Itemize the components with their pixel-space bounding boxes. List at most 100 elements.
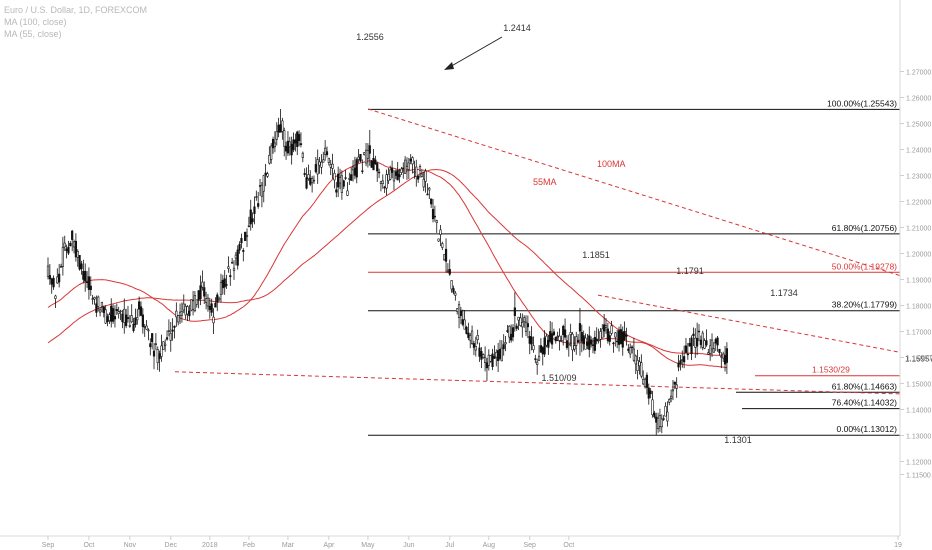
candle-body <box>214 302 217 308</box>
candle <box>340 170 343 200</box>
candle <box>396 161 399 181</box>
candle-body <box>601 328 604 339</box>
candle <box>333 169 336 189</box>
candle-body <box>671 389 675 392</box>
lower-high-trend-line <box>597 294 901 353</box>
candle <box>426 183 429 196</box>
candle-body <box>123 308 126 323</box>
candle <box>472 340 476 356</box>
candle-body <box>437 238 440 242</box>
candle <box>621 326 624 356</box>
candle-body <box>500 347 503 362</box>
candle-body <box>495 351 498 358</box>
candle <box>363 152 366 156</box>
candle-body <box>696 337 699 347</box>
candle-body <box>517 316 520 321</box>
candle-body <box>324 147 327 155</box>
price-annotation: 1.2414 <box>503 23 531 33</box>
candle-body <box>443 254 446 261</box>
candle-body <box>417 175 420 180</box>
candle <box>238 241 241 254</box>
candle-body <box>71 230 74 240</box>
candle <box>322 151 325 163</box>
candle-body <box>722 353 725 359</box>
candle-body <box>385 174 388 189</box>
fib-label: 100.00%(1.25543) <box>827 98 897 108</box>
candle-body <box>247 225 250 227</box>
price-annotation: 1.2556 <box>356 32 384 42</box>
candle-body <box>389 169 392 180</box>
candle-body <box>556 335 559 338</box>
candle-body <box>430 198 433 205</box>
candle-body <box>398 174 401 178</box>
candle <box>497 342 500 373</box>
candle-body <box>396 170 399 181</box>
price-annotation: 1.510/09 <box>541 373 576 383</box>
candle-body <box>121 313 124 323</box>
candle <box>649 388 652 399</box>
candle <box>69 241 72 247</box>
candle <box>651 390 654 418</box>
candle-body <box>69 243 72 247</box>
candle <box>519 313 522 327</box>
candle <box>366 143 370 168</box>
candle-body <box>297 134 301 142</box>
candle <box>59 263 63 268</box>
candle-body <box>537 355 541 361</box>
candle <box>158 350 161 372</box>
x-tick-label: Jun <box>403 542 414 549</box>
candle <box>164 339 167 352</box>
candle <box>588 326 591 358</box>
y-tick-label: 1.12000 <box>906 460 931 467</box>
candle <box>407 157 410 180</box>
candle <box>318 156 321 174</box>
candle-body <box>149 343 152 348</box>
candle-body <box>450 280 453 290</box>
candle-body <box>470 330 474 344</box>
candle <box>162 341 165 350</box>
candle <box>668 398 671 406</box>
candle <box>510 324 513 343</box>
candle-body <box>463 319 466 330</box>
candle <box>119 309 122 321</box>
candle-body <box>125 314 128 327</box>
candle <box>701 330 704 351</box>
candle-body <box>662 418 665 420</box>
candle <box>78 254 81 271</box>
candle-body <box>526 323 529 328</box>
ma55-label: 55MA <box>533 177 557 187</box>
candle-body <box>610 325 613 334</box>
candle <box>662 415 665 422</box>
candle-body <box>333 172 336 181</box>
candle-body <box>361 170 364 172</box>
candle <box>245 228 249 248</box>
candle-body <box>82 270 85 280</box>
annotations: 1.2556 1.2414 1.1851 1.1791 1.1734 1.510/09 1.… <box>356 23 932 445</box>
candle <box>664 402 667 417</box>
candle-body <box>193 295 197 312</box>
candle-body <box>138 301 141 310</box>
candle <box>630 345 634 354</box>
candle <box>169 322 172 352</box>
candle-body <box>236 249 239 266</box>
candle-body <box>158 353 161 360</box>
candle <box>160 334 163 362</box>
candle <box>359 153 362 163</box>
candle-body <box>85 281 89 283</box>
candle-body <box>257 203 260 207</box>
candle <box>301 151 304 163</box>
ma100-line <box>47 169 727 356</box>
x-tick-label: Feb <box>243 542 255 549</box>
candle <box>666 401 669 427</box>
candle-body <box>476 335 479 341</box>
y-tick-label: 1.16000 <box>906 356 931 363</box>
candle <box>636 349 639 380</box>
candle <box>173 325 176 339</box>
candle <box>619 324 622 345</box>
candle-body <box>686 353 689 356</box>
upper-trend-line <box>367 108 901 277</box>
candle-body <box>547 339 550 348</box>
y-tick-label: 1.19000 <box>906 278 931 285</box>
candle <box>171 318 174 341</box>
